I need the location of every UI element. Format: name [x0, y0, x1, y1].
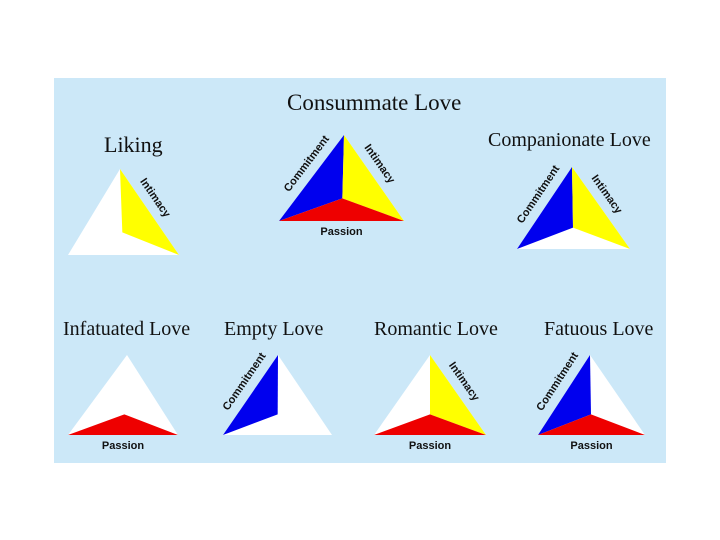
fatuous-title: Fatuous Love [544, 318, 654, 340]
fatuous-commitment-region [538, 355, 591, 435]
infatuated-passion-label: Passion [102, 440, 144, 452]
romantic-intimacy-region [430, 355, 486, 435]
romantic-passion-region [374, 414, 486, 435]
infatuated-title: Infatuated Love [63, 318, 190, 340]
consummate-commitment-region [279, 135, 344, 221]
empty-title: Empty Love [224, 318, 324, 340]
consummate-title: Consummate Love [287, 90, 461, 115]
romantic-passion-label: Passion [409, 440, 451, 452]
companionate-intimacy-region [572, 167, 630, 249]
empty-commitment-region [223, 355, 278, 435]
consummate-passion-region [279, 198, 404, 221]
love-triangles-panel: Consummate Love Commitment Intimacy Passion… [54, 78, 666, 463]
companionate-commitment-region [517, 167, 573, 249]
companionate-title: Companionate Love [488, 129, 651, 151]
liking-intimacy-region [120, 169, 179, 255]
consummate-passion-label: Passion [320, 226, 362, 238]
consummate-intimacy-region [342, 135, 404, 221]
fatuous-passion-region [538, 414, 645, 435]
fatuous-passion-label: Passion [570, 440, 612, 452]
liking-title: Liking [104, 132, 163, 157]
infatuated-diagram: Infatuated Love Passion [63, 318, 190, 452]
infatuated-triangle [68, 355, 178, 435]
romantic-title: Romantic Love [374, 318, 498, 340]
infatuated-passion-region [68, 414, 178, 435]
